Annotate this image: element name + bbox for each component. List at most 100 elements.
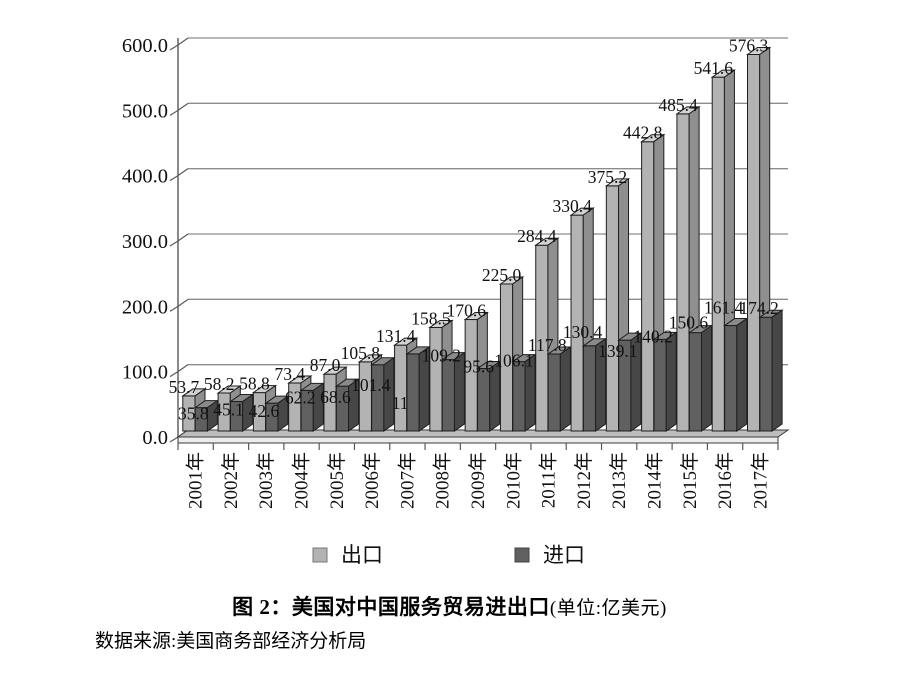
bar-import-2014年-front [653,338,667,432]
figure-caption: 图 2：美国对中国服务贸易进出口(单位:亿美元) [0,591,899,621]
label-import-2010年: 106.1 [494,351,533,371]
x-axis-label-2014年: 2014年 [643,452,665,509]
label-export-2009年: 170.6 [447,301,487,321]
y-axis-label-100.0: 100.0 [122,362,168,384]
label-export-2011年: 284.4 [517,226,557,246]
bar-import-2006年-side [383,356,395,432]
label-export-2015年: 485.4 [658,95,698,115]
x-axis-label-2011年: 2011年 [538,452,560,508]
label-import-2005年: 68.6 [320,387,351,407]
y-axis-tick [169,37,189,51]
x-axis-label-2005年: 2005年 [326,452,348,509]
bar-import-2005年-side [348,378,360,432]
label-import-2006年: 101.4 [351,375,391,395]
label-import-2012年: 130.4 [563,322,603,342]
bar-import-2007年-side [418,345,430,432]
bar-import-2007年-front [406,353,420,432]
bar-import-2009年-front [477,368,491,432]
y-axis-tick [169,298,189,312]
label-export-2016年: 541.6 [694,58,734,78]
figure-caption-unit: (单位:亿美元) [549,598,667,619]
bar-import-2008年-front [441,359,455,432]
bar-export-2015年-front [676,113,690,432]
label-export-2004年: 73.4 [274,364,305,384]
label-export-2005年: 87.0 [310,355,341,375]
bar-import-2012年-side [595,337,607,432]
x-axis-label-2009年: 2009年 [467,452,489,509]
bar-export-2006年-front [358,361,372,432]
y-axis-label-500.0: 500.0 [122,100,168,122]
bar-import-2001年-side [206,399,218,432]
label-import-2004年: 62.2 [285,387,316,407]
label-import-2014年: 140.2 [633,326,672,346]
bar-export-2007年-front [394,344,408,432]
bar-import-2015年-front [688,332,703,432]
data-source-note: 数据来源:美国商务部经济分析局 [95,631,367,652]
label-import-2015年: 150.6 [669,313,709,333]
label-export-2002年: 58.2 [204,374,235,394]
label-export-2008年: 158.5 [411,308,451,328]
x-axis-label-2016年: 2016年 [714,452,736,509]
y-axis-tick [169,168,189,182]
label-export-2013年: 375.2 [588,167,627,187]
bar-import-2017年-front [759,316,773,432]
label-import-2003年: 42.6 [249,401,280,421]
bar-import-2009年-side [489,360,501,432]
label-export-2017年: 576.3 [729,35,769,55]
legend-swatch-export [312,547,328,563]
label-import-2009年: 95.6 [463,357,494,377]
bar-import-2016年-front [724,325,738,432]
bar-import-2017年-side [771,309,783,432]
bar-export-2014年-front [641,141,655,432]
x-axis-label-2003年: 2003年 [255,452,277,509]
bar-export-2013年-front [605,185,620,432]
label-export-2001年: 53.7 [169,377,200,397]
bar-import-2010年-side [524,353,536,432]
bar-import-2011年-side [559,346,571,432]
legend-label-export: 出口 [341,543,383,567]
label-import-2017年: 174.2 [739,298,778,318]
bar-import-2003年-side [277,395,289,432]
y-axis-tick [169,102,189,116]
y-axis-label-600.0: 600.0 [122,35,168,57]
label-import-2008年: 109.2 [422,346,461,366]
label-export-2003年: 58.8 [239,374,270,394]
y-axis-label-300.0: 300.0 [122,231,168,253]
y-axis-label-0.0: 0.0 [142,427,168,449]
chart-floor-front [177,436,779,444]
bar-import-2015年-side [701,324,713,432]
label-import-2001年: 35.8 [178,404,209,424]
label-export-2006年: 105.8 [341,343,381,363]
bar-import-2010年-front [512,361,526,432]
bar-import-2016年-side [736,317,748,432]
x-axis-label-2015年: 2015年 [679,452,701,509]
x-axis-label-2008年: 2008年 [432,452,454,509]
bar-import-2008年-side [453,351,465,432]
figure-caption-text: 图 2：美国对中国服务贸易进出口 [232,595,550,619]
x-axis-label-2012年: 2012年 [573,452,595,509]
bar-import-2013年-side [630,332,642,432]
x-axis-label-2002年: 2002年 [220,452,242,509]
y-axis-label-400.0: 400.0 [122,166,168,188]
bar-import-2004年-side [312,382,324,432]
label-export-2012年: 330.4 [552,196,592,216]
y-axis-tick [169,233,189,247]
trade-bar-chart: 0.0 100.0 200.0 300.0 400.0 500.0 600.0 2001年 20… [122,35,790,567]
label-import-2011年: 117.8 [528,335,567,355]
legend-swatch-import [514,547,530,563]
bar-export-2016年-front [711,76,725,432]
x-axis-label-2017年: 2017年 [749,452,771,509]
label-export-2014年: 442.8 [623,123,663,143]
label-export-2007年: 131.4 [376,326,416,346]
bar-import-2012年-front [582,345,597,432]
x-axis-label-2010年: 2010年 [502,452,524,509]
label-import-2016年: 161.4 [704,298,744,318]
x-axis-label-2001年: 2001年 [185,452,207,509]
x-axis-label-2006年: 2006年 [361,452,383,509]
bar-import-2002年-side [242,393,254,432]
x-axis-label-2004年: 2004年 [291,452,313,509]
label-export-2010年: 225.0 [482,265,522,285]
bar-import-2014年-side [665,331,677,432]
legend-label-import: 进口 [543,543,585,567]
x-axis-label-2007年: 2007年 [396,452,418,509]
